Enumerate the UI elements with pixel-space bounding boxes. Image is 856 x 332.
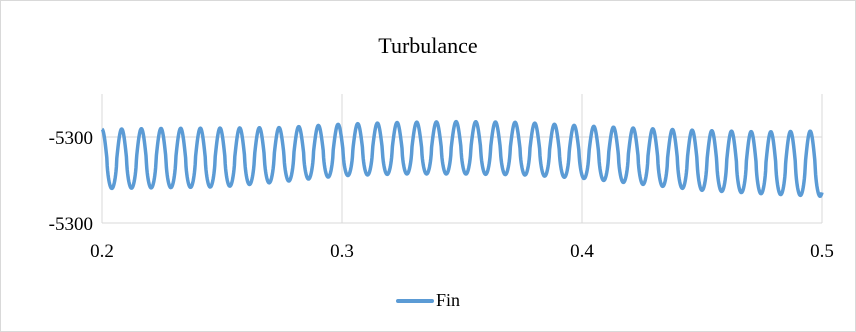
series-line-fin	[100, 119, 824, 198]
y-tick-label: -5300	[49, 128, 93, 149]
chart-title: Turbulance	[378, 33, 478, 58]
x-tick-label: 0.3	[330, 241, 354, 262]
y-tick-label: -5300	[49, 214, 93, 235]
x-tick-label: 0.2	[90, 241, 114, 262]
x-tick-label: 0.5	[810, 241, 834, 262]
legend-swatch-fin	[395, 298, 434, 303]
legend-label-fin: Fin	[435, 290, 460, 310]
legend: Fin	[1, 290, 855, 311]
x-tick-label: 0.4	[570, 241, 594, 262]
